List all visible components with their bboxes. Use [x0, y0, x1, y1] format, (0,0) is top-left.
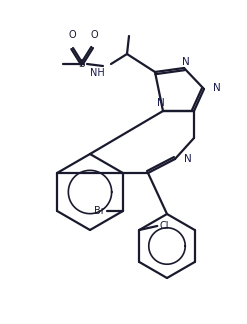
Text: O: O: [90, 30, 98, 40]
Text: O: O: [68, 30, 76, 40]
Text: N: N: [182, 57, 190, 67]
Text: N: N: [213, 83, 221, 93]
Text: N: N: [184, 154, 192, 164]
Text: Cl: Cl: [159, 221, 169, 231]
Text: N: N: [157, 98, 165, 108]
Text: Br: Br: [94, 206, 105, 216]
Text: NH: NH: [90, 68, 105, 78]
Text: S: S: [79, 59, 85, 69]
